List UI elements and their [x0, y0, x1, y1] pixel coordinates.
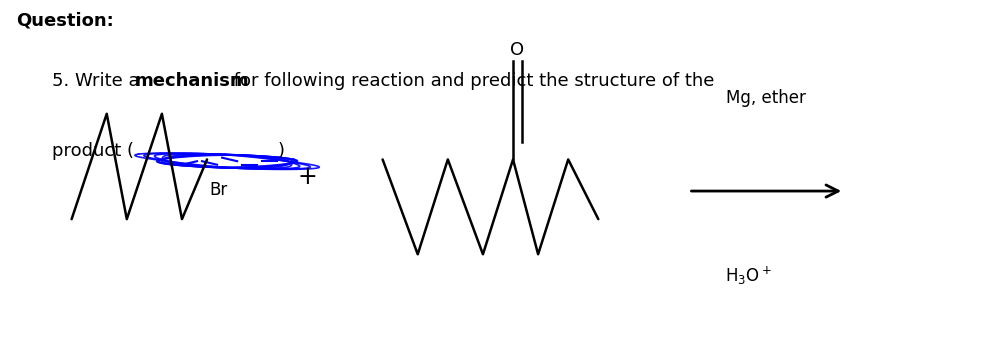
Text: Question:: Question: [16, 12, 115, 30]
Text: 5. Write a: 5. Write a [51, 72, 145, 90]
Text: O: O [510, 41, 524, 59]
Text: +: + [298, 165, 317, 189]
Text: Br: Br [209, 181, 227, 199]
Text: for following reaction and predict the structure of the: for following reaction and predict the s… [228, 72, 714, 90]
Text: ): ) [278, 142, 285, 160]
Text: mechanism: mechanism [135, 72, 249, 90]
Text: product (: product ( [51, 142, 134, 160]
Text: H$_3$O$^+$: H$_3$O$^+$ [725, 265, 772, 287]
Text: Mg, ether: Mg, ether [726, 89, 806, 107]
